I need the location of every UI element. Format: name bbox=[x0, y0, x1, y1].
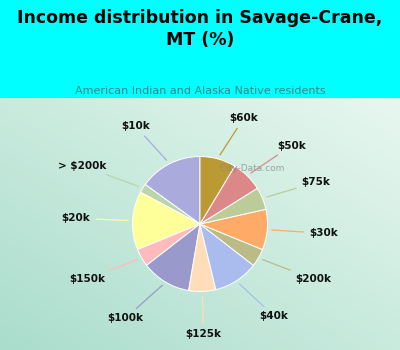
Text: $60k: $60k bbox=[220, 113, 258, 155]
Wedge shape bbox=[145, 156, 200, 224]
Text: $40k: $40k bbox=[240, 284, 288, 321]
Wedge shape bbox=[200, 156, 235, 224]
Text: Income distribution in Savage-Crane,
MT (%): Income distribution in Savage-Crane, MT … bbox=[17, 9, 383, 49]
Wedge shape bbox=[200, 188, 266, 224]
Text: $150k: $150k bbox=[69, 260, 137, 284]
Wedge shape bbox=[189, 224, 216, 292]
Text: > $200k: > $200k bbox=[58, 161, 138, 187]
Text: $200k: $200k bbox=[263, 260, 331, 284]
Text: $125k: $125k bbox=[186, 296, 222, 339]
Wedge shape bbox=[147, 224, 200, 290]
Wedge shape bbox=[140, 184, 200, 224]
Text: $20k: $20k bbox=[62, 214, 128, 223]
Wedge shape bbox=[200, 209, 268, 250]
Wedge shape bbox=[138, 224, 200, 265]
Text: $10k: $10k bbox=[121, 121, 166, 160]
Text: $75k: $75k bbox=[267, 177, 330, 197]
Text: $50k: $50k bbox=[251, 141, 306, 173]
Wedge shape bbox=[200, 224, 253, 289]
Wedge shape bbox=[132, 192, 200, 250]
Wedge shape bbox=[200, 224, 262, 265]
Text: City-Data.com: City-Data.com bbox=[214, 164, 285, 173]
Text: $30k: $30k bbox=[272, 228, 338, 238]
Text: American Indian and Alaska Native residents: American Indian and Alaska Native reside… bbox=[75, 86, 325, 96]
Text: $100k: $100k bbox=[108, 285, 162, 323]
Wedge shape bbox=[200, 166, 257, 224]
